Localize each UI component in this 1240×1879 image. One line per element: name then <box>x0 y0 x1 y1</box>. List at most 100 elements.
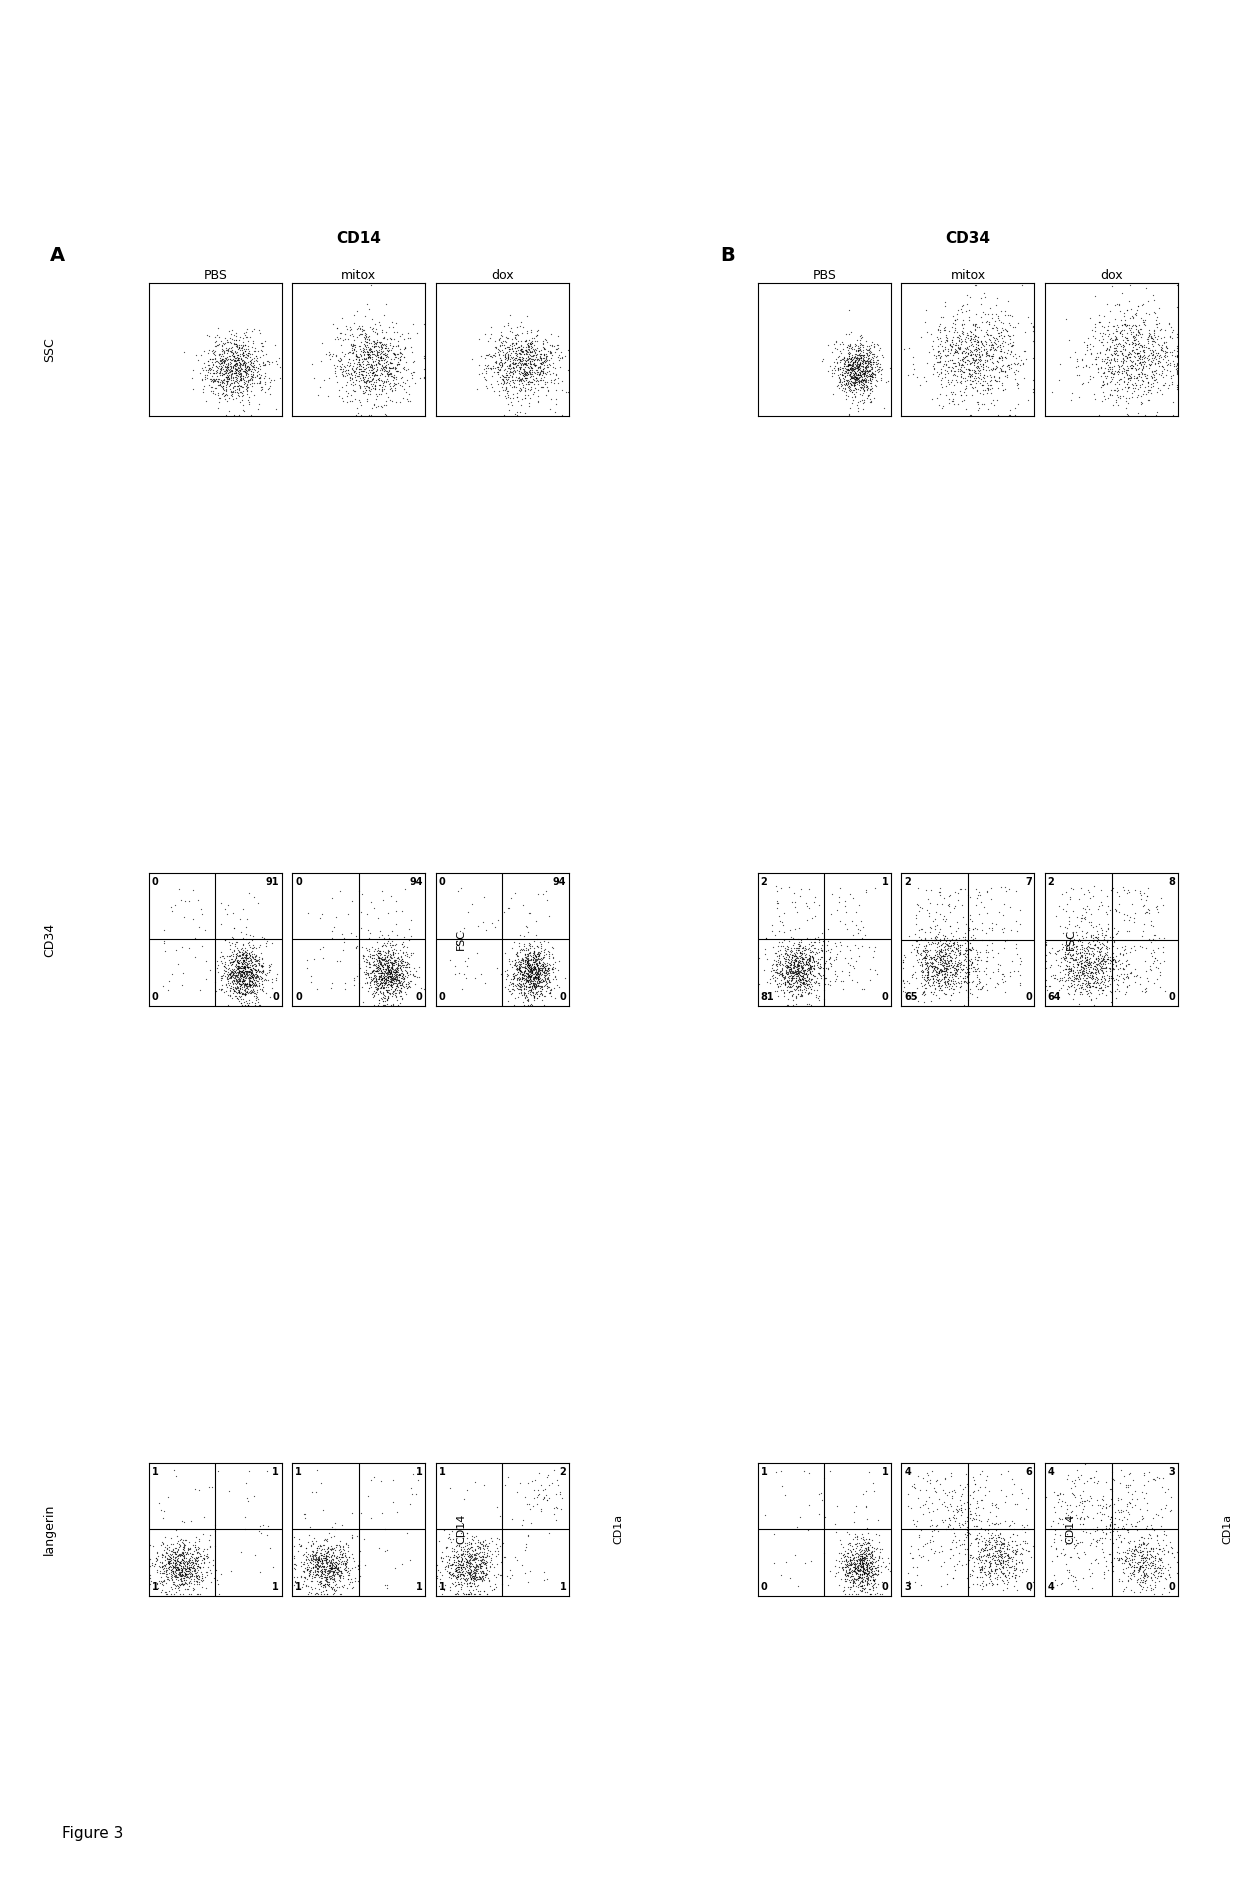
Point <box>1100 941 1120 971</box>
Point <box>471 1561 491 1592</box>
Point <box>1123 1535 1143 1565</box>
Point <box>1131 1522 1151 1552</box>
Point <box>367 951 387 981</box>
Point <box>237 945 257 975</box>
Point <box>827 348 847 378</box>
Point <box>1074 1563 1094 1593</box>
Point <box>1151 314 1171 344</box>
Point <box>940 1543 960 1573</box>
Point <box>1164 351 1184 381</box>
Point <box>859 1528 879 1558</box>
Point <box>529 342 549 372</box>
Point <box>397 1518 417 1548</box>
Point <box>1117 359 1137 389</box>
Point <box>999 1541 1019 1571</box>
Point <box>1044 1528 1064 1558</box>
Point <box>520 357 539 387</box>
Point <box>175 1565 195 1595</box>
Point <box>914 986 934 1017</box>
Point <box>945 876 965 906</box>
Point <box>844 331 864 361</box>
Point <box>510 344 529 374</box>
Point <box>973 349 993 380</box>
Point <box>1127 960 1147 990</box>
Point <box>518 971 538 1002</box>
Point <box>350 876 370 906</box>
Point <box>986 366 1006 396</box>
Point <box>1110 329 1130 359</box>
Point <box>382 971 402 1002</box>
Point <box>1133 1548 1153 1578</box>
Point <box>396 938 415 968</box>
Point <box>372 968 392 998</box>
Point <box>237 924 257 955</box>
Point <box>1117 1490 1137 1520</box>
Point <box>165 1556 185 1586</box>
Point <box>224 975 244 1005</box>
Point <box>268 981 288 1011</box>
Point <box>926 896 946 926</box>
Point <box>1091 956 1111 986</box>
Point <box>794 968 813 998</box>
Point <box>227 938 247 968</box>
Point <box>232 363 252 393</box>
Point <box>325 353 345 383</box>
Point <box>928 941 947 971</box>
Point <box>222 956 242 986</box>
Point <box>234 958 254 988</box>
Point <box>968 327 988 357</box>
Point <box>847 355 867 385</box>
Point <box>960 361 980 391</box>
Point <box>331 1578 351 1608</box>
Point <box>799 1490 818 1520</box>
Point <box>935 334 955 365</box>
Point <box>211 1560 231 1590</box>
Point <box>1068 1541 1087 1571</box>
Point <box>1056 1518 1076 1548</box>
Point <box>238 338 258 368</box>
Point <box>255 366 275 396</box>
Point <box>1167 271 1187 301</box>
Point <box>480 1541 500 1571</box>
Point <box>773 953 792 983</box>
Title: PBS: PBS <box>812 269 836 282</box>
Point <box>975 282 994 312</box>
Point <box>939 1503 959 1533</box>
Point <box>311 1543 331 1573</box>
Point <box>967 915 987 945</box>
Point <box>388 943 408 973</box>
Point <box>382 979 402 1009</box>
Point <box>231 970 250 1000</box>
Point <box>904 1469 924 1499</box>
Point <box>520 945 539 975</box>
Point <box>861 336 880 366</box>
Point <box>511 945 531 975</box>
Point <box>212 359 232 389</box>
Point <box>497 365 517 395</box>
Point <box>1060 885 1080 915</box>
Point <box>169 1546 188 1576</box>
Point <box>243 359 263 389</box>
Point <box>243 977 263 1007</box>
Point <box>992 1528 1012 1558</box>
Point <box>1117 1514 1137 1545</box>
Point <box>470 1550 490 1580</box>
Point <box>776 958 796 988</box>
Point <box>1074 1486 1094 1516</box>
Point <box>997 1550 1017 1580</box>
Point <box>343 331 363 361</box>
Point <box>1089 973 1109 1003</box>
Point <box>200 955 219 985</box>
Point <box>1094 378 1114 408</box>
Point <box>180 1552 200 1582</box>
Point <box>470 1543 490 1573</box>
Point <box>188 1550 208 1580</box>
Point <box>343 344 363 374</box>
Point <box>466 1565 486 1595</box>
Point <box>358 336 378 366</box>
Point <box>526 960 546 990</box>
Point <box>785 932 805 962</box>
Point <box>373 949 393 979</box>
Point <box>372 353 392 383</box>
Point <box>487 1548 507 1578</box>
